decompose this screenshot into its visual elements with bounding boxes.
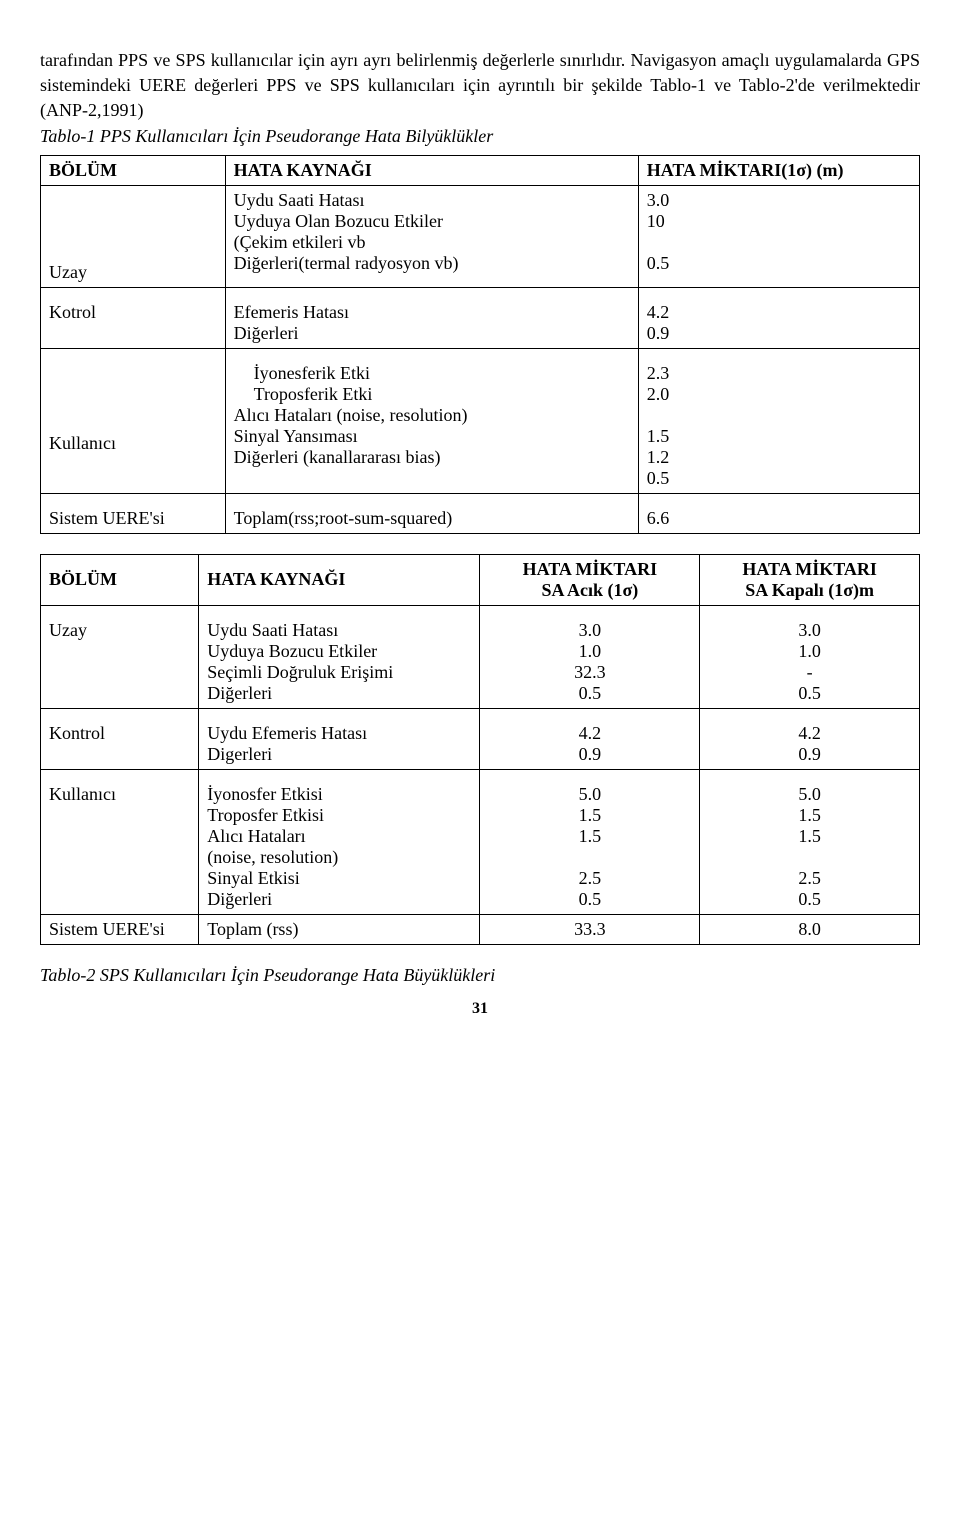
table-row: Kotrol Efemeris Hatası Diğerleri 4.2 0.9 [41,287,920,348]
table-row: BÖLÜM HATA KAYNAĞI HATA MİKTARI(1σ) (m) [41,155,920,185]
cell-bolum: Uzay [41,605,199,708]
cell-sa-kapali: 8.0 [700,914,920,944]
cell-sa-kapali: 5.0 1.5 1.5 2.5 0.5 [700,769,920,914]
table-1: BÖLÜM HATA KAYNAĞI HATA MİKTARI(1σ) (m) … [40,155,920,534]
table-row: Uzay Uydu Saati Hatası Uyduya Olan Bozuc… [41,185,920,287]
cell-kaynak: Uydu Saati Hatası Uyduya Bozucu Etkiler … [199,605,480,708]
cell-miktar: 4.2 0.9 [638,287,919,348]
table-row: Sistem UERE'si Toplam(rss;root-sum-squar… [41,493,920,533]
th-sa-acik: HATA MİKTARI SA Acık (1σ) [480,554,700,605]
cell-bolum: Sistem UERE'si [41,914,199,944]
cell-sa-kapali: 4.2 0.9 [700,708,920,769]
table-row: Uzay Uydu Saati Hatası Uyduya Bozucu Etk… [41,605,920,708]
cell-bolum: Kotrol [41,287,226,348]
th-sa-kapali: HATA MİKTARI SA Kapalı (1σ)m [700,554,920,605]
table-row: Sistem UERE'si Toplam (rss) 33.3 8.0 [41,914,920,944]
th-kaynak: HATA KAYNAĞI [199,554,480,605]
cell-kaynak: Efemeris Hatası Diğerleri [225,287,638,348]
cell-sa-kapali: 3.0 1.0 - 0.5 [700,605,920,708]
table-row: Kullanıcı İyonesferik Etki Troposferik E… [41,348,920,493]
cell-kaynak: İyonesferik Etki Troposferik Etki Alıcı … [225,348,638,493]
table2-caption: Tablo-2 SPS Kullanıcıları İçin Pseudoran… [40,965,920,986]
table1-caption: Tablo-1 PPS Kullanıcıları İçin Pseudoran… [40,126,493,146]
cell-miktar: 6.6 [638,493,919,533]
cell-kaynak: Toplam(rss;root-sum-squared) [225,493,638,533]
table-row: Kullanıcı İyonosfer Etkisi Troposfer Etk… [41,769,920,914]
th-kaynak: HATA KAYNAĞI [225,155,638,185]
table-row: BÖLÜM HATA KAYNAĞI HATA MİKTARI SA Acık … [41,554,920,605]
cell-miktar: 2.3 2.0 1.5 1.2 0.5 [638,348,919,493]
th-bolum: BÖLÜM [41,155,226,185]
cell-kaynak: Toplam (rss) [199,914,480,944]
cell-sa-acik: 5.0 1.5 1.5 2.5 0.5 [480,769,700,914]
intro-paragraph: tarafından PPS ve SPS kullanıcılar için … [40,48,920,149]
cell-bolum: Kullanıcı [41,769,199,914]
cell-bolum: Kontrol [41,708,199,769]
cell-bolum: Kullanıcı [41,348,226,493]
table-2: BÖLÜM HATA KAYNAĞI HATA MİKTARI SA Acık … [40,554,920,945]
th-miktar: HATA MİKTARI(1σ) (m) [638,155,919,185]
cell-bolum: Uzay [41,185,226,287]
cell-sa-acik: 33.3 [480,914,700,944]
cell-kaynak: İyonosfer Etkisi Troposfer Etkisi Alıcı … [199,769,480,914]
th-bolum: BÖLÜM [41,554,199,605]
cell-sa-acik: 4.2 0.9 [480,708,700,769]
cell-kaynak: Uydu Efemeris Hatası Digerleri [199,708,480,769]
intro-text: tarafından PPS ve SPS kullanıcılar için … [40,50,920,120]
cell-bolum: Sistem UERE'si [41,493,226,533]
cell-kaynak: Uydu Saati Hatası Uyduya Olan Bozucu Etk… [225,185,638,287]
page-number: 31 [40,1000,920,1018]
cell-miktar: 3.0 10 0.5 [638,185,919,287]
cell-sa-acik: 3.0 1.0 32.3 0.5 [480,605,700,708]
table-row: Kontrol Uydu Efemeris Hatası Digerleri 4… [41,708,920,769]
